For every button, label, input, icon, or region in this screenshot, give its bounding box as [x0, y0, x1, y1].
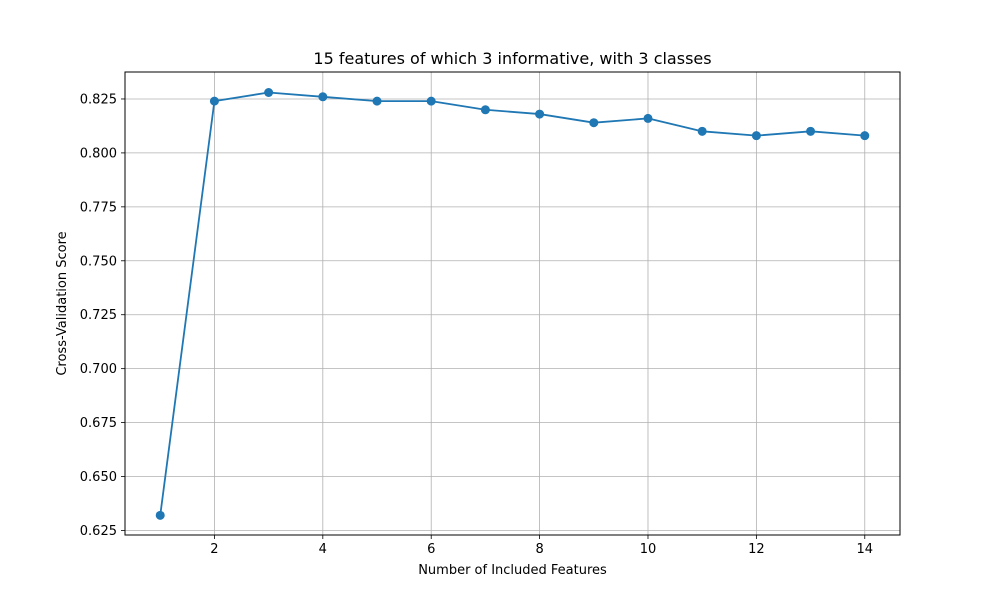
x-tick-label: 10	[640, 542, 657, 557]
y-tick-label: 0.700	[80, 362, 117, 377]
series-line	[159, 91, 865, 516]
data-point	[480, 105, 490, 115]
x-tick-label: 14	[856, 542, 873, 557]
y-axis-label: Cross-Validation Score	[55, 231, 70, 375]
data-point	[860, 131, 870, 141]
plot-frame	[124, 71, 901, 536]
x-tick-label: 4	[319, 542, 327, 557]
ticks: 2 4 6 8 10 12 14 0.625 0.650 0.675 0.700 0.725 0.750…	[80, 92, 873, 557]
series-layer	[155, 87, 870, 520]
x-tick-label: 2	[210, 542, 218, 557]
data-point	[751, 131, 761, 141]
data-point	[426, 96, 436, 106]
y-tick-label: 0.775	[80, 200, 117, 215]
chart-title: 15 features of which 3 informative, with…	[313, 49, 711, 68]
data-point	[209, 96, 219, 106]
x-axis-label: Number of Included Features	[418, 563, 607, 578]
data-point	[155, 510, 165, 520]
data-point	[806, 126, 816, 136]
grid	[125, 72, 900, 535]
data-point	[264, 87, 274, 97]
data-point	[589, 118, 599, 128]
y-tick-label: 0.675	[80, 416, 117, 431]
x-tick-label: 6	[427, 542, 435, 557]
y-tick-label: 0.800	[80, 146, 117, 161]
x-tick-label: 8	[535, 542, 543, 557]
y-tick-label: 0.625	[80, 524, 117, 539]
y-tick-label: 0.750	[80, 254, 117, 269]
data-point	[535, 109, 545, 119]
data-point	[697, 126, 707, 136]
data-point	[643, 113, 653, 123]
y-tick-label: 0.725	[80, 308, 117, 323]
x-tick-label: 12	[748, 542, 765, 557]
y-tick-label: 0.650	[80, 470, 117, 485]
data-point	[318, 92, 328, 102]
y-tick-label: 0.825	[80, 92, 117, 107]
data-point	[372, 96, 382, 106]
